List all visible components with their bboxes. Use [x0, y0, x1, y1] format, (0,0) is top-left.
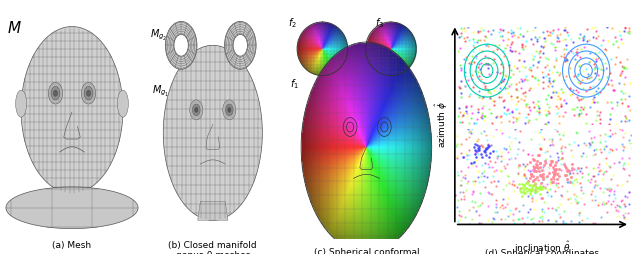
- Polygon shape: [21, 27, 123, 193]
- Circle shape: [53, 90, 58, 96]
- Text: $f_2$: $f_2$: [288, 17, 297, 30]
- Circle shape: [49, 82, 63, 104]
- Text: $M_{g_2}$: $M_{g_2}$: [150, 27, 167, 42]
- Circle shape: [189, 100, 203, 120]
- Text: inclination $\hat{\theta}$: inclination $\hat{\theta}$: [514, 239, 571, 254]
- Ellipse shape: [15, 90, 27, 117]
- Circle shape: [193, 104, 200, 116]
- Circle shape: [195, 107, 198, 112]
- Text: $f_1$: $f_1$: [290, 77, 299, 91]
- Circle shape: [174, 35, 188, 56]
- Polygon shape: [163, 45, 262, 220]
- Circle shape: [233, 35, 248, 56]
- Text: azimuth $\hat{\phi}$: azimuth $\hat{\phi}$: [434, 101, 451, 148]
- Polygon shape: [198, 201, 228, 220]
- Circle shape: [51, 87, 60, 100]
- Circle shape: [228, 107, 231, 112]
- Text: (d) Spherical coordinates: (d) Spherical coordinates: [485, 249, 600, 254]
- Polygon shape: [47, 193, 97, 208]
- Circle shape: [84, 87, 93, 100]
- Text: (b) Closed manifold
genus-0 meshes: (b) Closed manifold genus-0 meshes: [168, 241, 257, 254]
- Circle shape: [225, 104, 233, 116]
- Circle shape: [225, 21, 256, 69]
- Circle shape: [86, 90, 91, 96]
- Polygon shape: [6, 187, 138, 229]
- Text: (a) Mesh: (a) Mesh: [52, 241, 92, 250]
- Text: (c) Spherical conformal
parameterization: (c) Spherical conformal parameterization: [314, 248, 419, 254]
- Ellipse shape: [117, 90, 129, 117]
- Circle shape: [165, 21, 197, 69]
- Circle shape: [223, 100, 236, 120]
- Circle shape: [81, 82, 95, 104]
- Text: $M_{g_3}$: $M_{g_3}$: [227, 27, 244, 42]
- Text: $f_3$: $f_3$: [374, 17, 384, 30]
- Text: $M$: $M$: [7, 20, 22, 36]
- Text: $M_{g_1}$: $M_{g_1}$: [152, 83, 170, 98]
